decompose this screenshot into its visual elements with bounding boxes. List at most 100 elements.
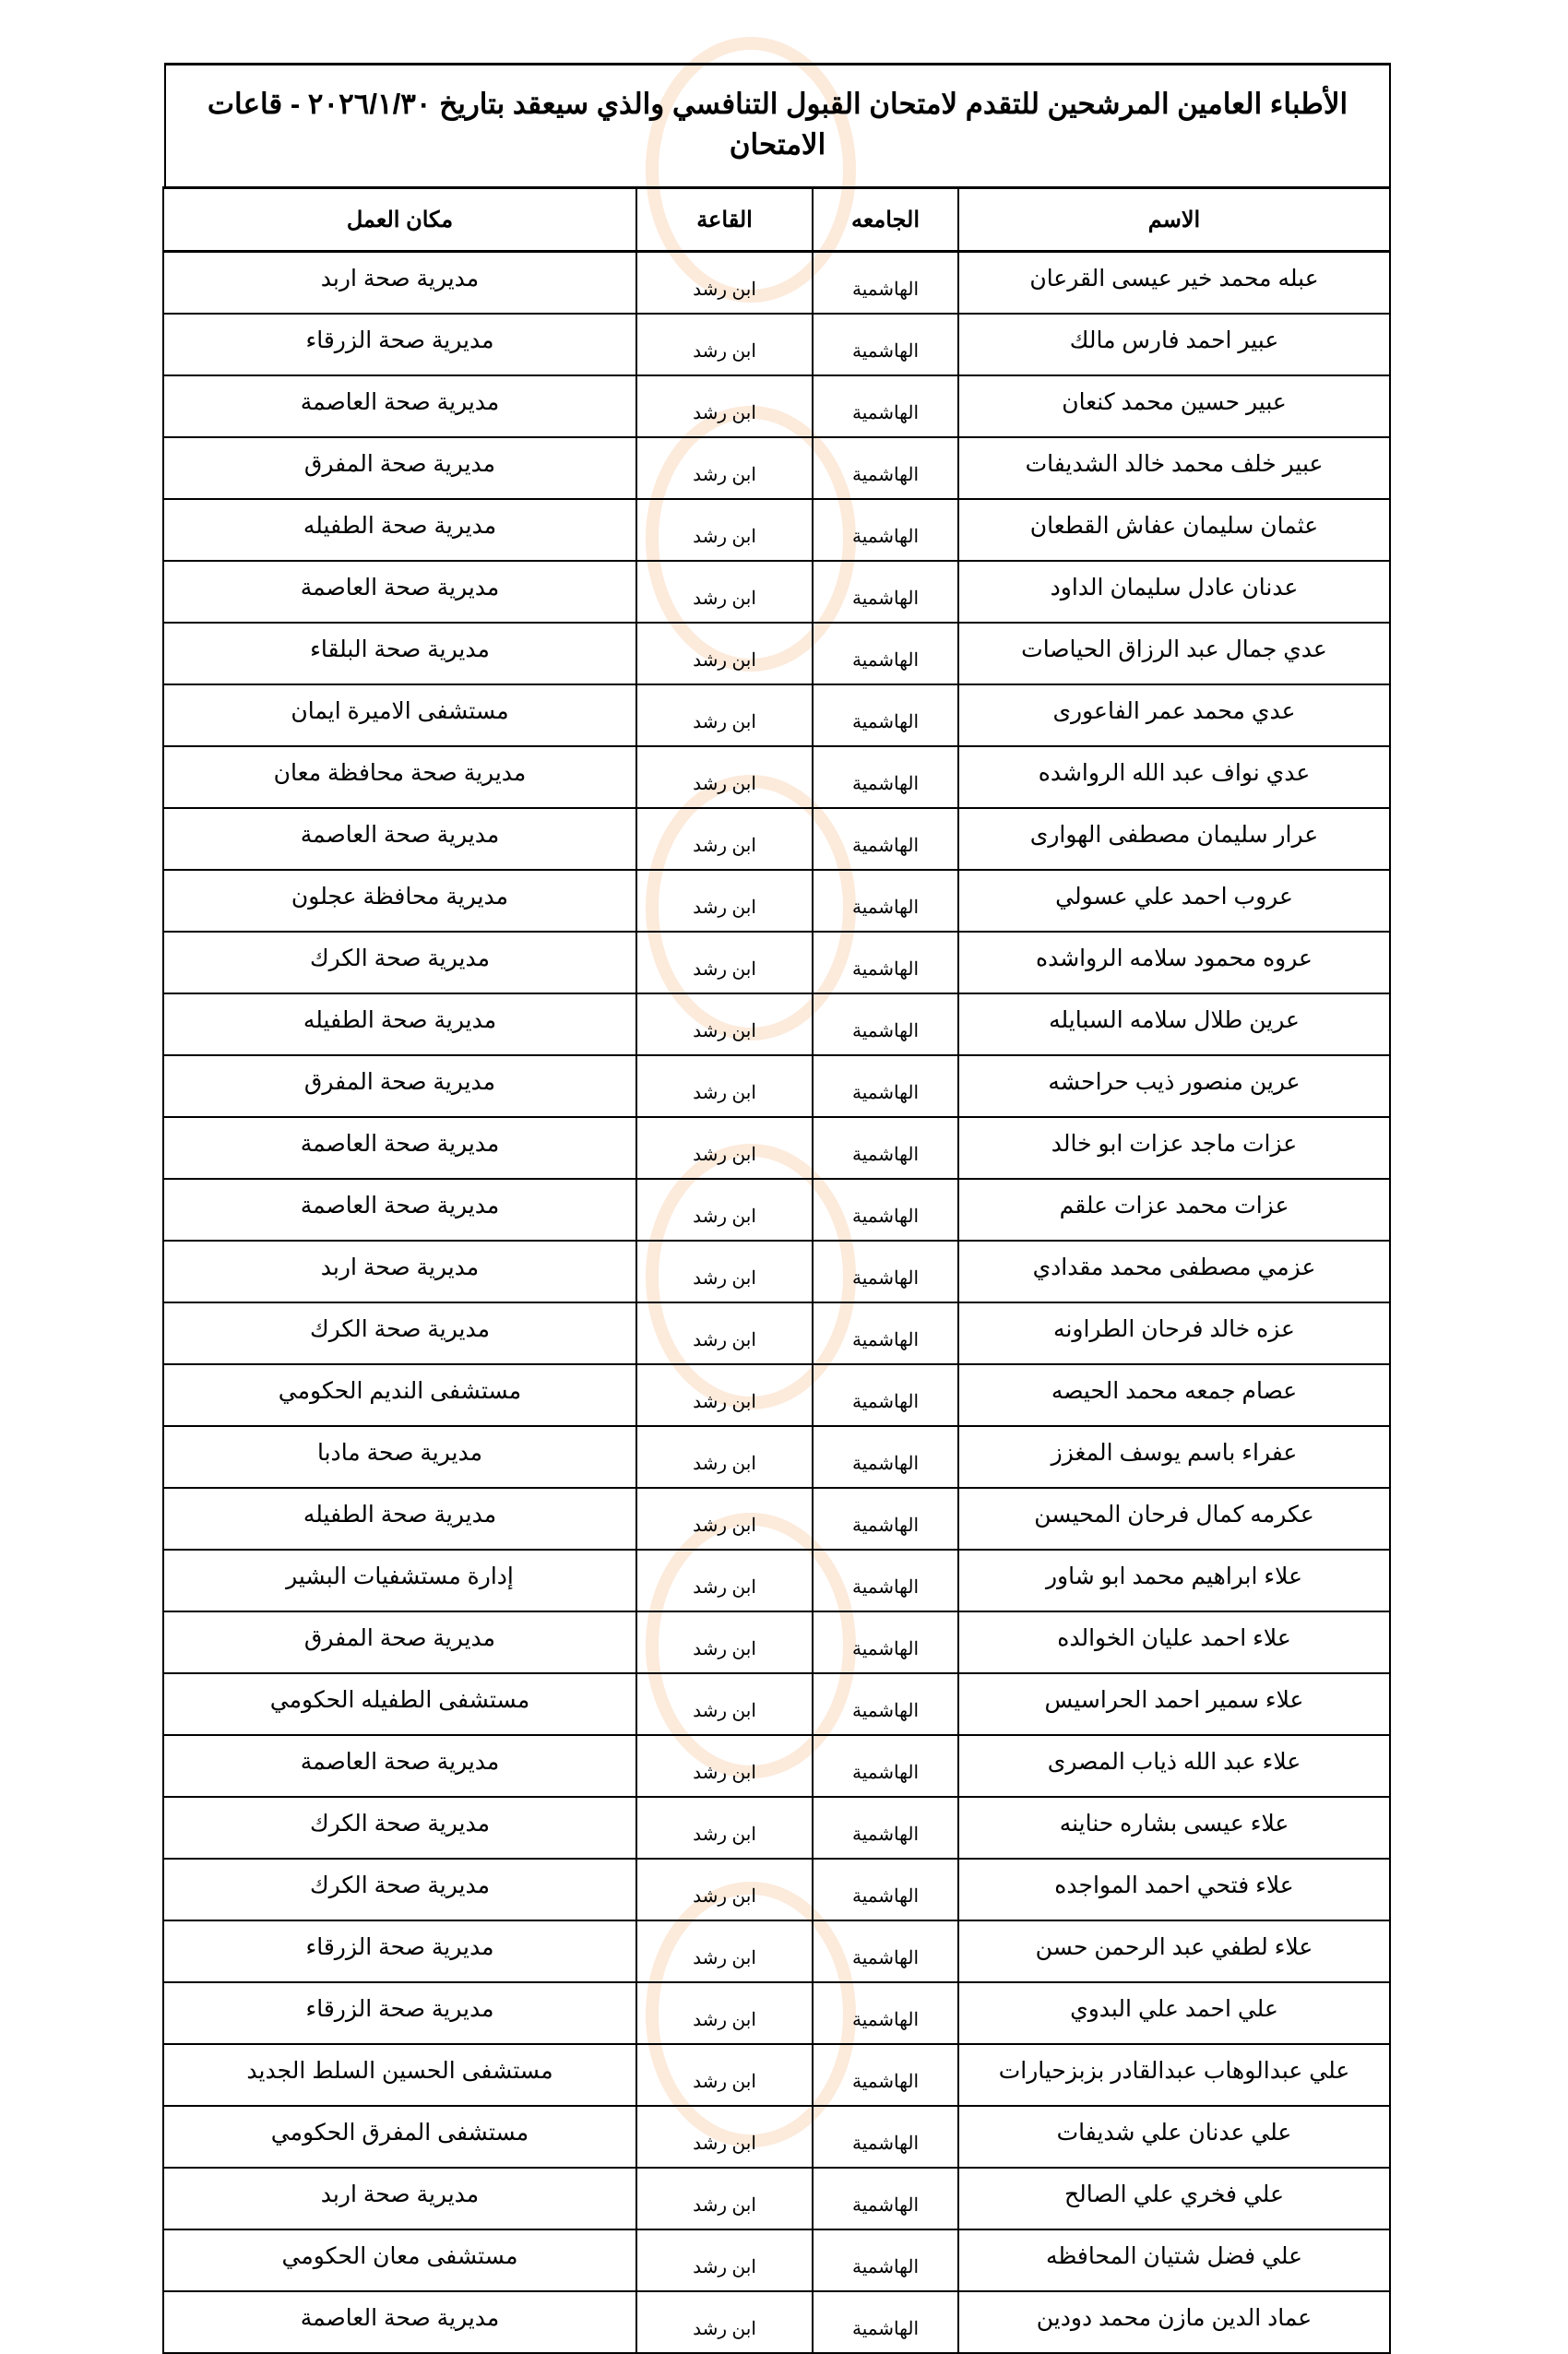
workplace-cell: مديرية صحة مادبا [162, 1425, 637, 1489]
table-row: عماد الدين مازن محمد دودين الهاشمية ابن رش… [162, 2290, 1391, 2354]
workplace-cell: مستشفى الحسين السلط الجديد [162, 2043, 637, 2107]
workplace-cell: مديرية صحة البلقاء [162, 622, 637, 685]
table-row: عرين منصور ذيب حراحشه الهاشمية ابن رشد مدير… [162, 1054, 1391, 1118]
workplace-cell: مديرية صحة الكرك [162, 931, 637, 994]
table-row: علاء احمد عليان الخوالده الهاشمية ابن رشد م… [162, 1611, 1391, 1674]
workplace-cell: إدارة مستشفيات البشير [162, 1549, 637, 1612]
university-cell: الهاشمية [812, 1858, 959, 1921]
table-row: علي فضل شتيان المحافظه الهاشمية ابن رشد مست… [162, 2229, 1391, 2292]
university-cell: الهاشمية [812, 436, 959, 500]
hall-cell: ابن رشد [636, 1363, 814, 1427]
hall-cell: ابن رشد [636, 993, 814, 1056]
workplace-cell: مديرية صحة اربد [162, 250, 637, 315]
table-row: عدي جمال عبد الرزاق الحياصات الهاشمية ابن … [162, 622, 1391, 685]
hall-cell: ابن رشد [636, 1981, 814, 2045]
university-cell: الهاشمية [812, 1672, 959, 1736]
workplace-cell: مديرية صحة الكرك [162, 1858, 637, 1921]
page-title: الأطباء العامين المرشحين للتقدم لامتحان … [164, 65, 1391, 186]
table-row: علاء سمير احمد الحراسيس الهاشمية ابن رشد مس… [162, 1672, 1391, 1736]
name-cell: علي احمد علي البدوي [957, 1981, 1391, 2045]
hall-cell: ابن رشد [636, 745, 814, 809]
name-cell: عروب احمد علي عسولي [957, 869, 1391, 933]
table-row: علي عبدالوهاب عبدالقادر بزبزحيارات الهاشم… [162, 2043, 1391, 2107]
table-row: علاء لطفي عبد الرحمن حسن الهاشمية ابن رشد م… [162, 1920, 1391, 1983]
university-cell: الهاشمية [812, 1549, 959, 1612]
university-cell: الهاشمية [812, 2290, 959, 2354]
name-cell: علي عبدالوهاب عبدالقادر بزبزحيارات [957, 2043, 1391, 2107]
table-row: عرار سليمان مصطفى الهوارى الهاشمية ابن رشد… [162, 807, 1391, 871]
name-cell: عرين طلال سلامه السبايله [957, 993, 1391, 1056]
hall-cell: ابن رشد [636, 1178, 814, 1242]
hall-cell: ابن رشد [636, 1734, 814, 1798]
name-cell: علاء عبد الله ذياب المصرى [957, 1734, 1391, 1798]
table-header-row: الاسم الجامعه القاعة مكان العمل [162, 186, 1391, 253]
name-cell: عكرمه كمال فرحان المحيسن [957, 1487, 1391, 1551]
name-cell: علاء سمير احمد الحراسيس [957, 1672, 1391, 1736]
hall-cell: ابن رشد [636, 684, 814, 747]
workplace-cell: مديرية صحة الكرك [162, 1302, 637, 1365]
hall-cell: ابن رشد [636, 869, 814, 933]
hall-cell: ابن رشد [636, 1672, 814, 1736]
workplace-cell: مستشفى الاميرة ايمان [162, 684, 637, 747]
hall-cell: ابن رشد [636, 1487, 814, 1551]
university-cell: الهاشمية [812, 745, 959, 809]
workplace-cell: مديرية صحة العاصمة [162, 807, 637, 871]
university-cell: الهاشمية [812, 250, 959, 315]
workplace-cell: مديرية صحة العاصمة [162, 2290, 637, 2354]
workplace-cell: مديرية صحة المفرق [162, 1054, 637, 1118]
hall-cell: ابن رشد [636, 313, 814, 376]
university-cell: الهاشمية [812, 931, 959, 994]
name-cell: عروه محمود سلامه الرواشده [957, 931, 1391, 994]
university-cell: الهاشمية [812, 993, 959, 1056]
table-row: عبير خلف محمد خالد الشديفات الهاشمية ابن ر… [162, 436, 1391, 500]
workplace-cell: مستشفى النديم الحكومي [162, 1363, 637, 1427]
hall-cell: ابن رشد [636, 560, 814, 624]
university-cell: الهاشمية [812, 1796, 959, 1860]
name-cell: علي عدنان علي شديفات [957, 2105, 1391, 2169]
university-cell: الهاشمية [812, 1920, 959, 1983]
university-cell: الهاشمية [812, 1116, 959, 1180]
name-cell: عبير احمد فارس مالك [957, 313, 1391, 376]
workplace-cell: مديرية صحة المفرق [162, 436, 637, 500]
name-cell: عزات محمد عزات علقم [957, 1178, 1391, 1242]
name-cell: عزمي مصطفى محمد مقدادي [957, 1240, 1391, 1303]
workplace-cell: مستشفى الطفيله الحكومي [162, 1672, 637, 1736]
hall-cell: ابن رشد [636, 374, 814, 438]
hall-cell: ابن رشد [636, 1920, 814, 1983]
name-cell: عدنان عادل سليمان الداود [957, 560, 1391, 624]
table-row: عثمان سليمان عفاش القطعان الهاشمية ابن رشد… [162, 498, 1391, 562]
name-cell: عزات ماجد عزات ابو خالد [957, 1116, 1391, 1180]
university-cell: الهاشمية [812, 1425, 959, 1489]
document: الأطباء العامين المرشحين للتقدم لامتحان … [162, 63, 1391, 2354]
name-cell: علي فضل شتيان المحافظه [957, 2229, 1391, 2292]
table-row: عدي نواف عبد الله الرواشده الهاشمية ابن رش… [162, 745, 1391, 809]
university-cell: الهاشمية [812, 2229, 959, 2292]
name-cell: عبير حسين محمد كنعان [957, 374, 1391, 438]
header-name: الاسم [957, 186, 1391, 253]
table-row: علي عدنان علي شديفات الهاشمية ابن رشد مستشف… [162, 2105, 1391, 2169]
university-cell: الهاشمية [812, 2043, 959, 2107]
workplace-cell: مستشفى المفرق الحكومي [162, 2105, 637, 2169]
table-row: عروب احمد علي عسولي الهاشمية ابن رشد مديرية… [162, 869, 1391, 933]
university-cell: الهاشمية [812, 1734, 959, 1798]
university-cell: الهاشمية [812, 1178, 959, 1242]
table-row: عبير حسين محمد كنعان الهاشمية ابن رشد مديري… [162, 374, 1391, 438]
table-row: علاء ابراهيم محمد ابو شاور الهاشمية ابن رش… [162, 1549, 1391, 1612]
table-row: عزه خالد فرحان الطراونه الهاشمية ابن رشد مد… [162, 1302, 1391, 1365]
workplace-cell: مديرية صحة الطفيله [162, 498, 637, 562]
workplace-cell: مديرية صحة اربد [162, 2167, 637, 2230]
hall-cell: ابن رشد [636, 2043, 814, 2107]
name-cell: عدي جمال عبد الرزاق الحياصات [957, 622, 1391, 685]
hall-cell: ابن رشد [636, 2229, 814, 2292]
university-cell: الهاشمية [812, 1981, 959, 2045]
university-cell: الهاشمية [812, 1611, 959, 1674]
table-row: عروه محمود سلامه الرواشده الهاشمية ابن رشد… [162, 931, 1391, 994]
name-cell: عدي نواف عبد الله الرواشده [957, 745, 1391, 809]
name-cell: عدي محمد عمر الفاعورى [957, 684, 1391, 747]
hall-cell: ابن رشد [636, 1796, 814, 1860]
university-cell: الهاشمية [812, 498, 959, 562]
name-cell: علاء فتحي احمد المواجده [957, 1858, 1391, 1921]
hall-cell: ابن رشد [636, 931, 814, 994]
table-row: عفراء باسم يوسف المغزز الهاشمية ابن رشد مدي… [162, 1425, 1391, 1489]
table-row: علي فخري علي الصالح الهاشمية ابن رشد مديرية… [162, 2167, 1391, 2230]
